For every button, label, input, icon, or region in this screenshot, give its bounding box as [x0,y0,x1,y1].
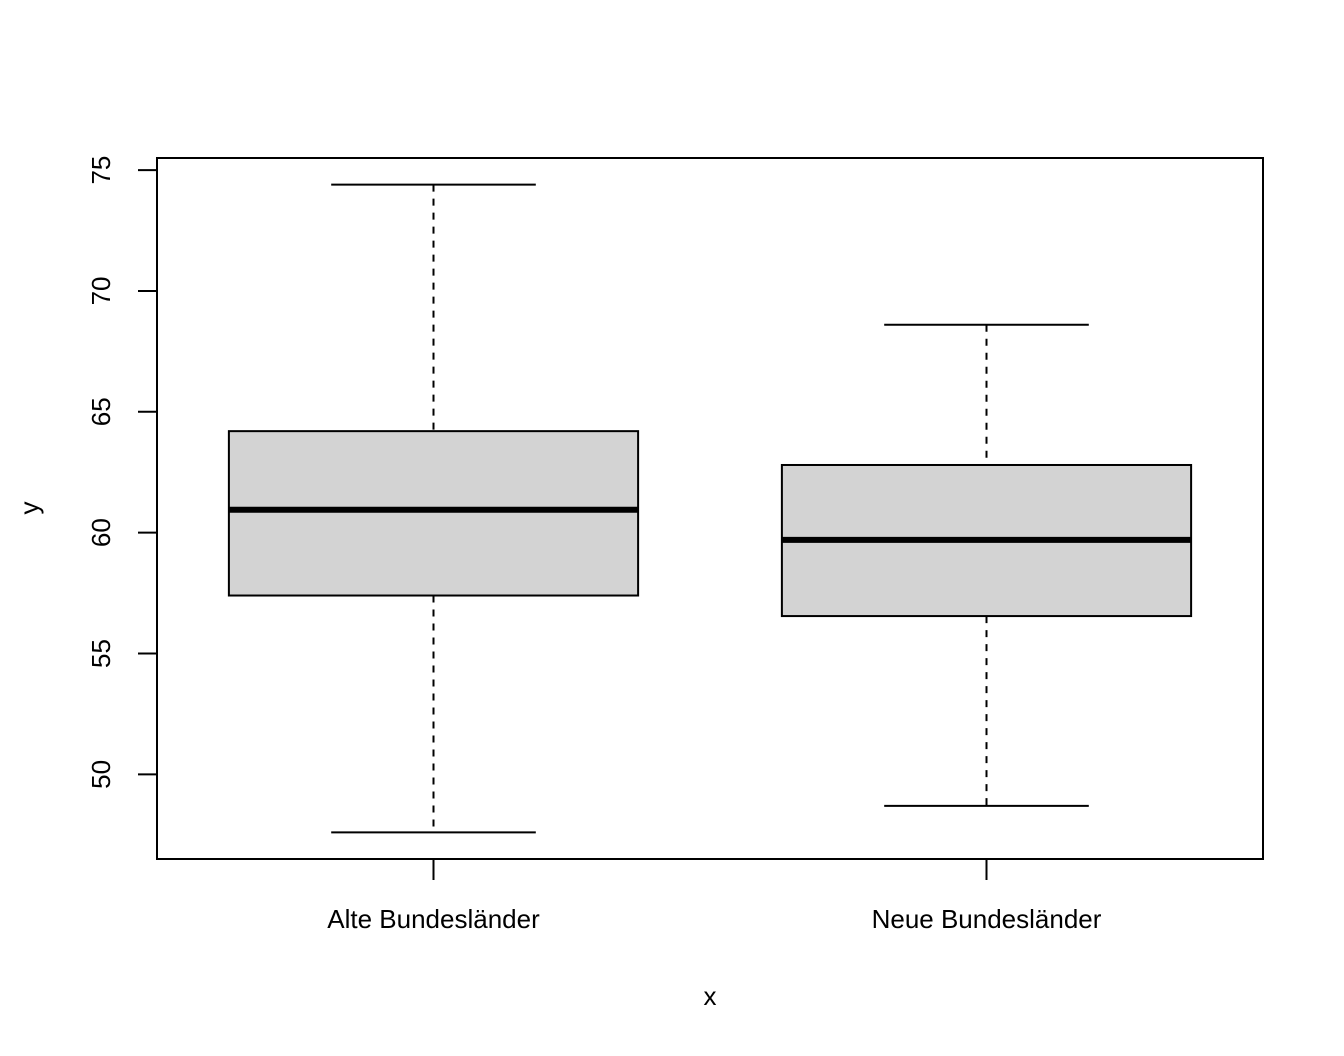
y-tick-label: 55 [86,639,116,668]
box-iqr [227,430,640,597]
y-tick-label: 65 [86,397,116,426]
x-axis: Alte Bundesländer Neue Bundesländer [327,859,1102,934]
x-axis-title: x [704,981,717,1011]
x-tick-label: Alte Bundesländer [327,904,540,934]
x-tick-label: Neue Bundesländer [872,904,1102,934]
y-tick-label: 60 [86,518,116,547]
y-tick-label: 70 [86,276,116,305]
boxes [227,183,1193,834]
box-group [780,323,1193,807]
box-group [227,183,640,834]
y-axis-title: y [14,502,44,515]
y-tick-label: 75 [86,156,116,185]
y-tick-label: 50 [86,760,116,789]
y-axis: 50 55 60 65 70 75 [86,156,158,789]
